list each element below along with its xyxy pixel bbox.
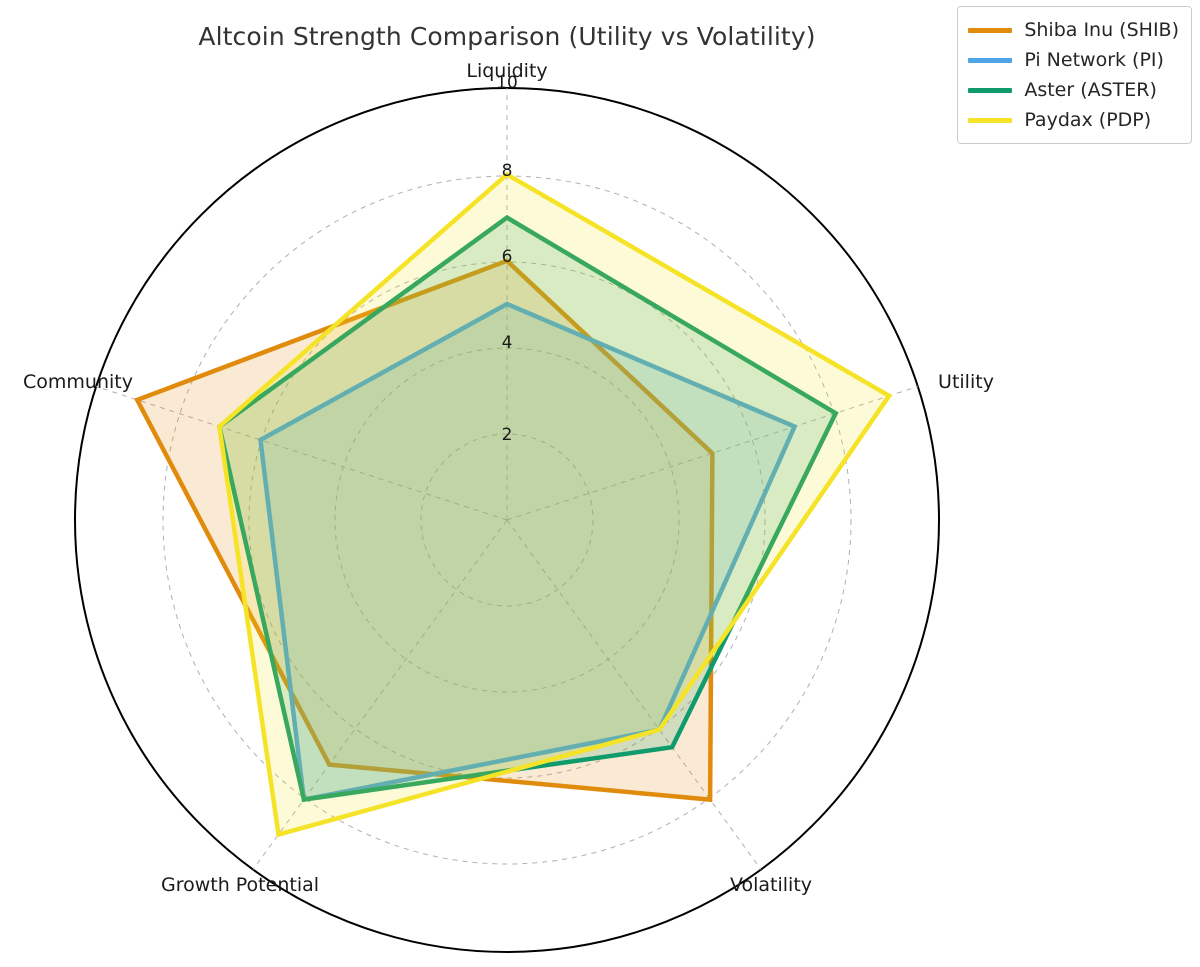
axis-label-growth-potential: Growth Potential [161,874,319,896]
axis-label-community: Community [23,371,133,393]
radial-tick-2: 2 [502,425,513,445]
legend-item-aster[interactable]: Aster (ASTER) [968,75,1179,105]
axis-label-volatility: Volatility [730,874,812,896]
series-polygons [134,171,893,838]
legend-item-pi-network[interactable]: Pi Network (PI) [968,45,1179,75]
radial-tick-6: 6 [502,247,513,267]
spoke-utility [506,386,918,521]
series-polygon-aster [216,214,839,803]
legend-label-shiba-inu: Shiba Inu (SHIB) [1024,19,1179,41]
spoke-community [96,386,508,521]
legend-swatch-icon-shiba-inu [968,27,1013,33]
radial-tick-8: 8 [502,161,513,181]
spoke-growth-potential [252,519,508,870]
chart-legend: Shiba Inu (SHIB) Pi Network (PI) Aster (… [957,6,1192,144]
legend-label-paydax: Paydax (PDP) [1024,109,1152,131]
legend-label-pi-network: Pi Network (PI) [1024,49,1164,71]
radial-tick-4: 4 [502,333,513,353]
spoke-volatility [506,519,762,870]
grid-circle-6 [248,261,766,779]
series-polygon-paydax [216,171,893,838]
series-polygon-pi-network [258,301,798,803]
legend-swatch-icon-paydax [968,117,1013,123]
legend-item-paydax[interactable]: Paydax (PDP) [968,105,1179,135]
axis-label-liquidity: Liquidity [466,60,547,82]
legend-swatch-icon-aster [968,87,1013,93]
grid-circle-2 [420,433,594,607]
radial-tick-labels: 2 4 6 8 10 [496,73,518,445]
axis-label-utility: Utility [938,371,994,393]
legend-item-shiba-inu[interactable]: Shiba Inu (SHIB) [968,15,1179,45]
legend-label-aster: Aster (ASTER) [1024,79,1157,101]
series-polygon-shiba-inu [134,258,715,803]
legend-swatch-icon-pi-network [968,57,1013,63]
page-title: Altcoin Strength Comparison (Utility vs … [198,22,816,51]
radial-tick-10: 10 [496,73,518,93]
grid-spokes [96,88,918,870]
category-axis-labels: Liquidity Utility Volatility Growth Pote… [23,60,994,896]
